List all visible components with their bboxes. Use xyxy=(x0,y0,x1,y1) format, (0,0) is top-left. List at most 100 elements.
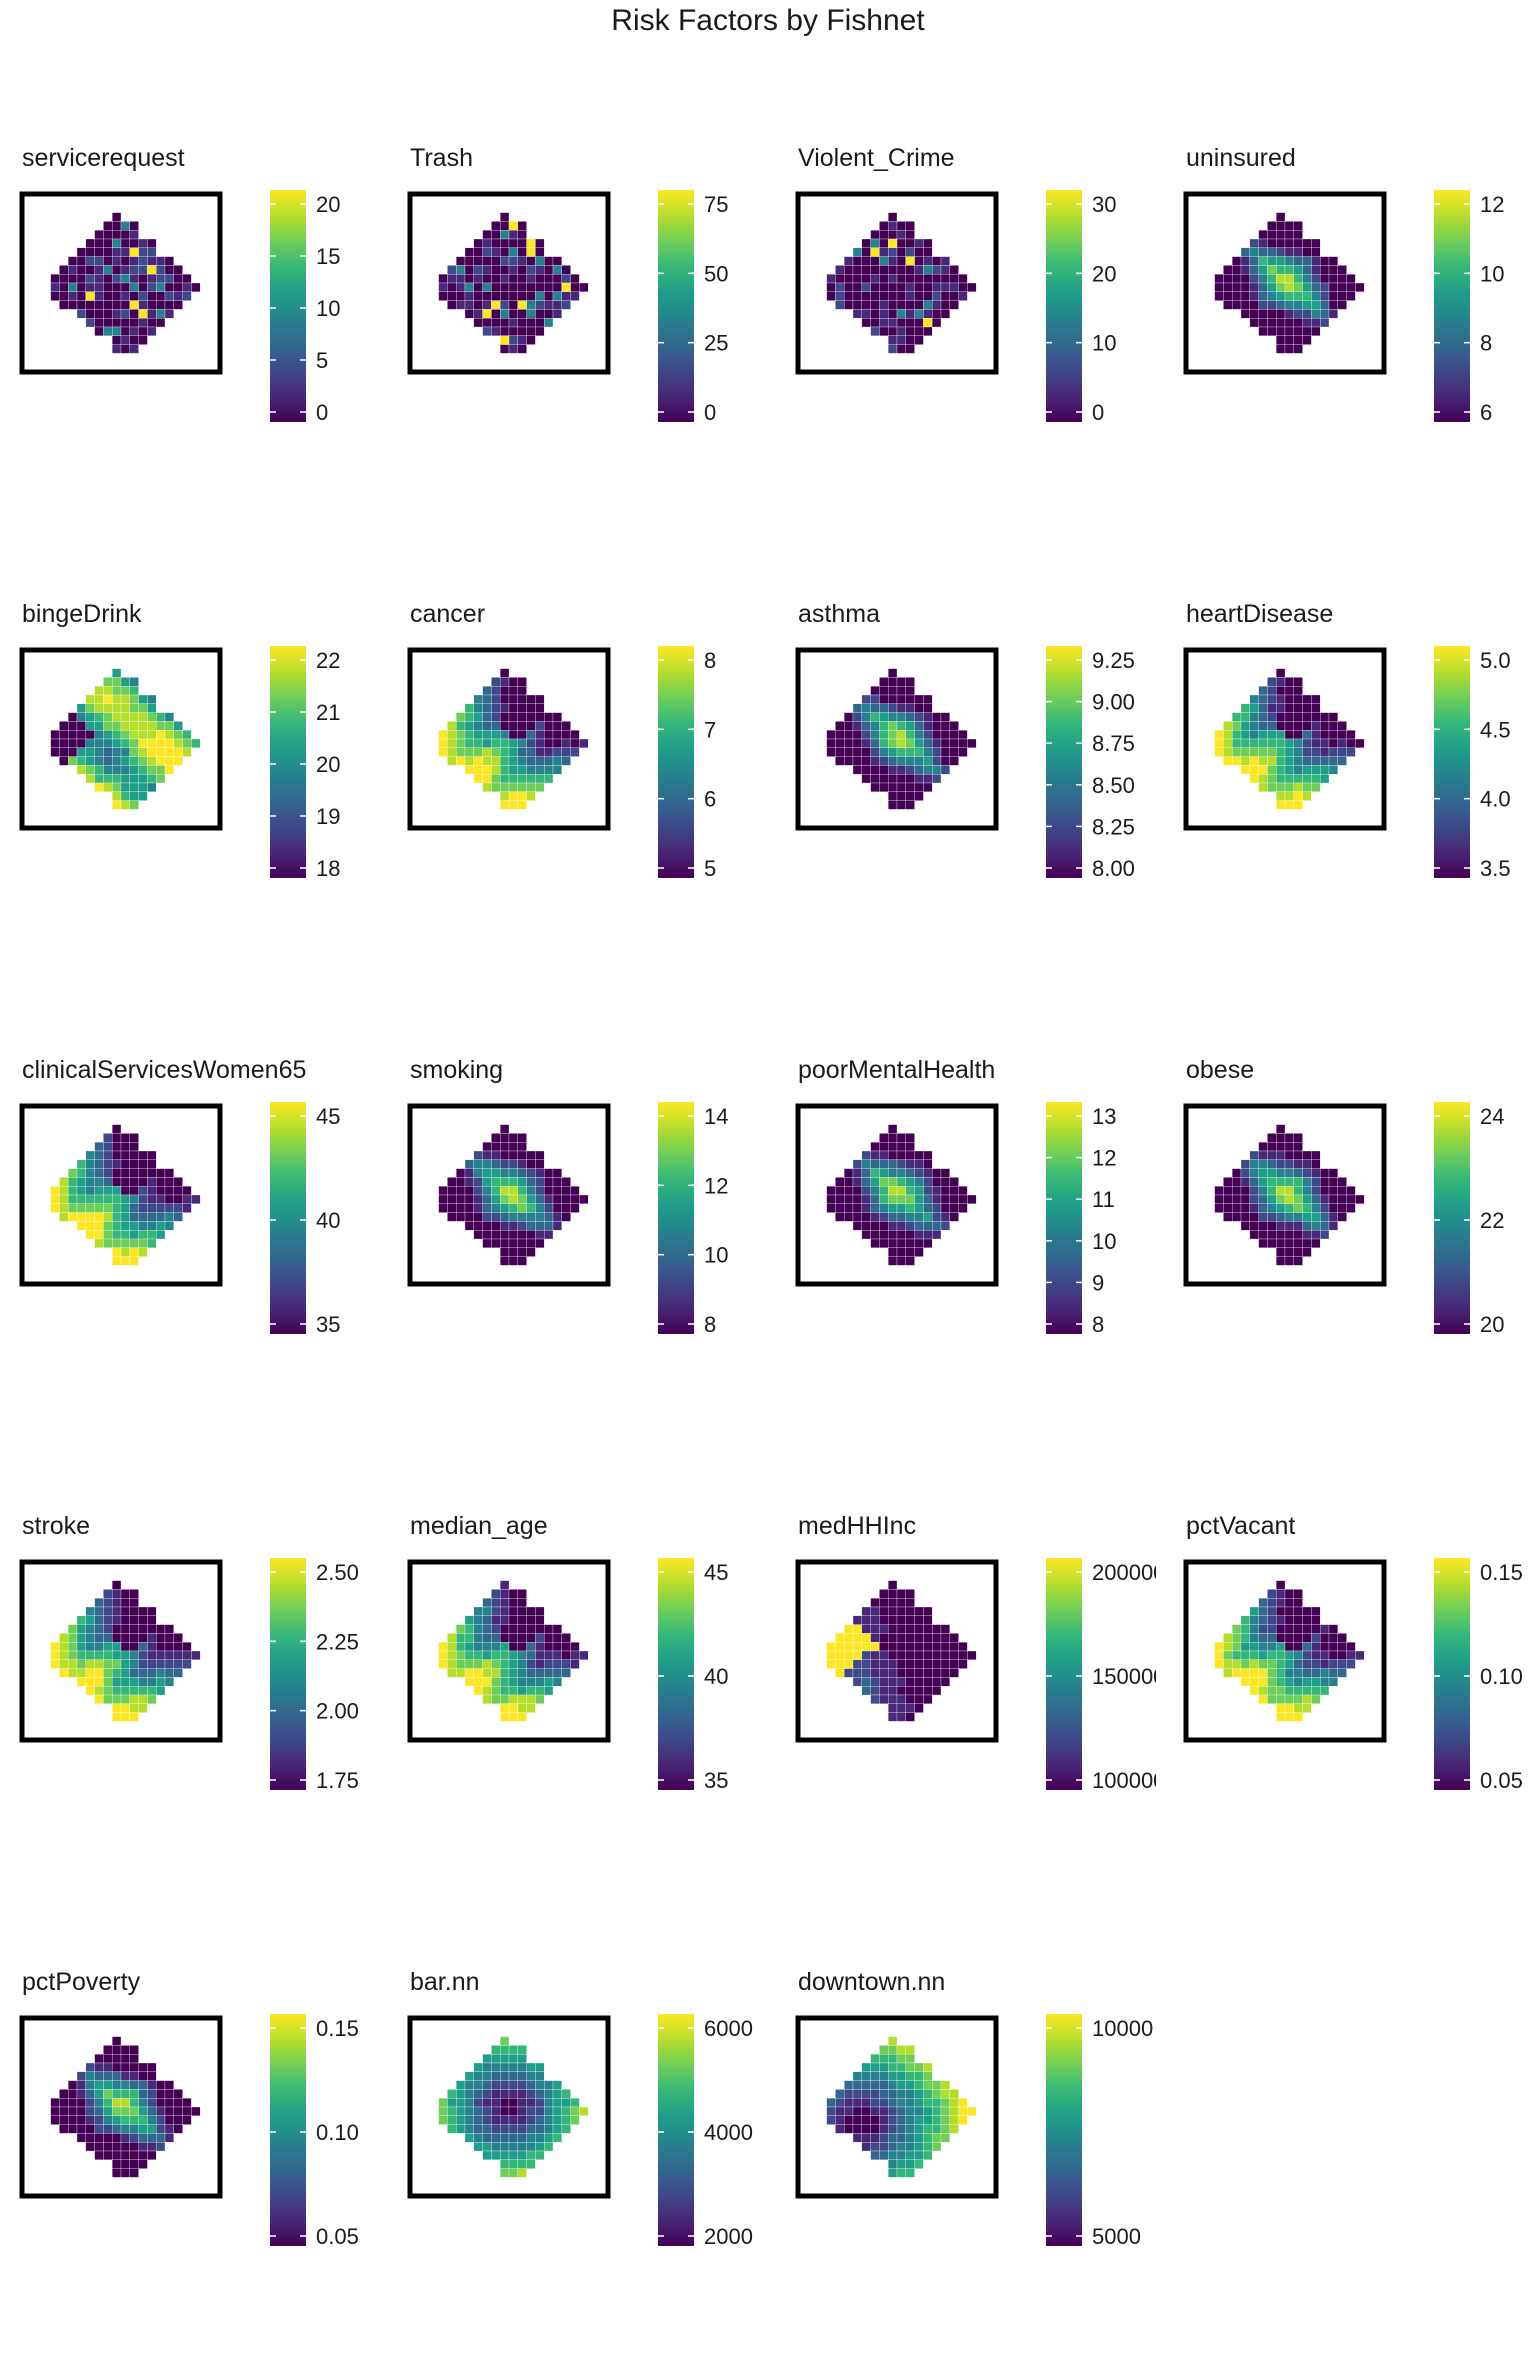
fishnet-cell xyxy=(535,300,545,310)
fishnet-cell xyxy=(156,309,166,319)
fishnet-cell xyxy=(870,1159,880,1169)
fishnet-cell xyxy=(861,738,871,748)
fishnet-cell xyxy=(156,774,166,784)
fishnet-cell xyxy=(129,282,139,292)
fishnet-cell xyxy=(85,694,95,704)
fishnet-cell xyxy=(940,765,950,775)
fishnet-cell xyxy=(1302,765,1312,775)
fishnet-cell xyxy=(905,1186,915,1196)
fishnet-cell xyxy=(85,1177,95,1187)
fishnet-cell xyxy=(156,1203,166,1213)
fishnet-cell xyxy=(120,2089,130,2099)
fishnet-cell xyxy=(517,238,527,248)
fishnet-cell xyxy=(1284,774,1294,784)
map-panel: cancer 8 7 6 5 xyxy=(388,566,768,996)
fishnet-cell xyxy=(1249,738,1259,748)
fishnet-cell xyxy=(491,309,501,319)
fishnet-cell xyxy=(94,1668,104,1678)
fishnet-cell xyxy=(1302,274,1312,284)
fishnet-cell xyxy=(103,2045,113,2055)
fishnet-cell xyxy=(1276,300,1286,310)
fishnet-cell xyxy=(85,2062,95,2072)
fishnet-cell xyxy=(535,1238,545,1248)
fishnet-cell xyxy=(1293,1615,1303,1625)
fishnet-cell xyxy=(826,2106,836,2116)
fishnet-cell xyxy=(1276,1677,1286,1687)
fishnet-cell xyxy=(491,1624,501,1634)
fishnet-cell xyxy=(1284,800,1294,810)
fishnet-cell xyxy=(464,1194,474,1204)
fishnet-cell xyxy=(888,212,898,222)
fishnet-cell xyxy=(940,1177,950,1187)
fishnet-cell xyxy=(1267,747,1277,757)
fishnet-cell xyxy=(120,1238,130,1248)
fishnet-cell xyxy=(940,2124,950,2134)
colorbar-tick-label: 10 xyxy=(316,296,340,321)
fishnet-cell xyxy=(879,1150,889,1160)
fishnet-cell xyxy=(517,2080,527,2090)
fishnet-cell xyxy=(59,1186,69,1196)
fishnet-cell xyxy=(508,1677,518,1687)
fishnet-cell xyxy=(500,344,510,354)
fishnet-cell xyxy=(103,712,113,722)
fishnet-cell xyxy=(129,2168,139,2178)
fishnet-cell xyxy=(888,1712,898,1722)
fishnet-cell xyxy=(552,1186,562,1196)
fishnet-cell xyxy=(500,1659,510,1669)
fishnet-cell xyxy=(173,1650,183,1660)
fishnet-cell xyxy=(526,756,536,766)
fishnet-cell xyxy=(59,1194,69,1204)
fishnet-cell xyxy=(156,274,166,284)
fishnet-cell xyxy=(561,282,571,292)
fishnet-cell xyxy=(59,1668,69,1678)
fishnet-cell xyxy=(173,1194,183,1204)
fishnet-cell xyxy=(1320,1230,1330,1240)
fishnet-cell xyxy=(1346,282,1356,292)
fishnet-cell xyxy=(508,2045,518,2055)
fishnet-cell xyxy=(1337,1194,1347,1204)
fishnet-cell xyxy=(879,230,889,240)
colorbar-tick-label: 15 xyxy=(316,244,340,269)
fishnet-cell xyxy=(482,1598,492,1608)
fishnet-cell xyxy=(68,747,78,757)
fishnet-cell xyxy=(473,1168,483,1178)
fishnet-cell xyxy=(138,282,148,292)
fishnet-cell xyxy=(967,1650,977,1660)
fishnet-cell xyxy=(103,774,113,784)
fishnet-cell xyxy=(905,2062,915,2072)
fishnet-cell xyxy=(1232,1203,1242,1213)
colorbar-tick-label: 35 xyxy=(704,1768,728,1793)
fishnet-cell xyxy=(164,1186,174,1196)
fishnet-cell xyxy=(482,774,492,784)
fishnet-cell xyxy=(173,738,183,748)
fishnet-cell xyxy=(1311,1203,1321,1213)
fishnet-cell xyxy=(508,738,518,748)
fishnet-cell xyxy=(905,1598,915,1608)
panel-title: medHHInc xyxy=(798,1512,917,1540)
fishnet-cell xyxy=(94,2054,104,2064)
fishnet-cell xyxy=(164,309,174,319)
fishnet-cell xyxy=(535,1686,545,1696)
fishnet-cell xyxy=(473,1159,483,1169)
fishnet-cell xyxy=(1276,344,1286,354)
fishnet-cell xyxy=(456,282,466,292)
fishnet-cell xyxy=(517,686,527,696)
fishnet-cell xyxy=(456,730,466,740)
fishnet-cell xyxy=(464,1177,474,1187)
fishnet-cell xyxy=(500,238,510,248)
fishnet-cell xyxy=(949,1203,959,1213)
fishnet-cell xyxy=(85,2115,95,2125)
fishnet-cell xyxy=(1267,774,1277,784)
fishnet-cell xyxy=(1293,686,1303,696)
fishnet-cell xyxy=(526,730,536,740)
fishnet-cell xyxy=(491,2150,501,2160)
fishnet-cell xyxy=(156,721,166,731)
fishnet-cell xyxy=(1240,1159,1250,1169)
fishnet-cell xyxy=(76,2071,86,2081)
fishnet-cell xyxy=(482,256,492,266)
fishnet-cell xyxy=(156,1221,166,1231)
fishnet-cell xyxy=(129,1142,139,1152)
fishnet-cell xyxy=(482,2062,492,2072)
fishnet-cell xyxy=(1284,1659,1294,1669)
map-frame xyxy=(795,191,999,375)
